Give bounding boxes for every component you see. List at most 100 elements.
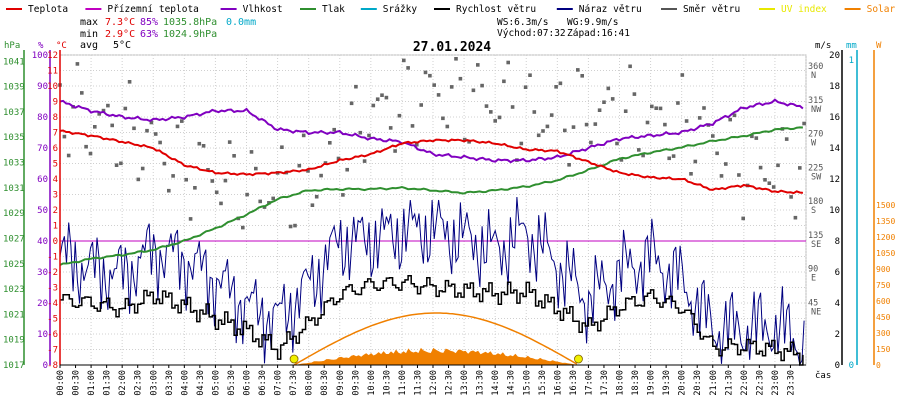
wind-direction-point [684,119,689,123]
wind-direction-point [541,129,545,133]
chart-title: 27.01.2024 [413,40,491,55]
wind-direction-point [271,196,275,201]
direction-tick-deg: 360 [808,62,823,72]
wind-direction-point [402,58,406,63]
direction-tick-dir: N [811,71,816,81]
wind-direction-point [280,145,284,149]
wind-direction-point [784,137,789,141]
wind-direction-point [506,60,510,65]
solar-tick-label: 150 [876,345,891,354]
wind-direction-point [528,73,532,77]
wind-direction-point [219,201,223,206]
direction-tick-deg: 270 [808,130,823,140]
humidity-tick-label: 90 [37,82,48,92]
temperature-tick-label: 10 [47,82,58,92]
time-tick-label: 06:30 [258,370,268,396]
precip-tick-label: 0 [849,361,854,371]
line-series [59,98,805,367]
time-tick-label: 14:00 [491,370,501,396]
time-tick-label: 17:00 [584,370,594,396]
wind-direction-point [597,108,602,112]
wind-direction-point [301,133,306,138]
wind-direction-point [371,103,376,108]
wind-direction-point [467,140,471,144]
wind-direction-point [384,95,389,100]
humidity-tick-label: 60 [37,175,48,185]
pressure-tick-label: 1031 [3,184,25,194]
time-tick-label: 05:00 [211,370,221,396]
sunset-marker [574,354,583,364]
wind-direction-point [380,93,384,97]
time-tick-label: 21:00 [709,370,719,396]
wind-speed-info: WS:6.3m/s [497,17,548,28]
wind-direction-point [754,136,759,140]
temperature-tick-label: -4 [47,299,58,309]
solar-tick-label: 600 [876,297,891,306]
wind-direction-point [767,181,772,185]
wind-direction-point [676,101,680,105]
time-tick-label: 02:30 [134,370,144,396]
wind-direction-point [388,126,393,130]
wind-direction-point [258,199,262,204]
wind-direction-point [341,193,345,197]
time-tick-label: 20:00 [678,370,688,396]
wind-direction-point [97,112,101,116]
solar-tick-label: 1350 [876,217,895,226]
wind-direction-point [702,106,706,110]
wind-tick-label: 10 [829,206,840,216]
wind-direction-point [114,163,119,167]
humidity-tick-label: 100 [32,51,48,61]
wind-tick-label: 20 [829,51,840,61]
direction-tick-dir: W [811,139,817,149]
axis-unit-hpa: hPa [4,41,20,51]
wind-direction-point [245,192,249,197]
time-tick-label: 14:30 [507,370,517,396]
temperature-tick-label: 11 [47,67,58,77]
axis-unit-time: čas [815,370,831,381]
wind-direction-point [62,134,67,139]
legend-label-uv: UV index [781,4,827,15]
direction-tick-dir: SE [811,240,821,250]
solar-tick-label: 900 [876,265,891,274]
wind-direction-point [502,79,506,84]
wind-direction-point [310,203,315,207]
time-tick-label: 01:00 [87,370,97,396]
pressure-tick-label: 1039 [3,83,25,93]
wind-direction-point [554,85,558,89]
legend-label-pressure: Tlak [322,4,345,15]
wind-tick-label: 16 [829,113,840,123]
wind-direction-point [719,174,724,178]
time-tick-label: 05:30 [227,370,237,396]
time-tick-label: 00:00 [56,370,66,396]
wind-direction-point [610,97,615,101]
wind-direction-point [545,124,550,129]
wind-direction-point [101,108,106,113]
wind-direction-point [132,126,136,131]
time-tick-label: 13:00 [460,370,470,396]
sun-arc [293,312,578,366]
temperature-tick-label: 9 [53,98,58,108]
temperature-tick-label: 4 [53,175,58,185]
direction-tick-deg: 315 [808,96,823,106]
axis-unit-ms: m/s [815,41,831,51]
wind-direction-point [328,141,332,145]
wind-direction-point [454,57,458,61]
wind-direction-point [650,104,654,109]
pressure-tick-label: 1035 [3,133,25,143]
axis-unit-w: W [876,41,882,51]
wind-direction-point [214,190,219,195]
wind-direction-point [493,119,497,123]
legend-label-precip: Srážky [383,4,418,15]
temperature-tick-label: 8 [53,113,58,123]
legend: Teplota Přízemní teplota Vlhkost Tlak Srážky… [6,4,895,15]
wind-direction-point [663,122,667,127]
temperature-tick-label: 0 [53,237,58,247]
wind-direction-point [798,166,802,170]
temperature-tick-label: 6 [53,144,58,154]
time-tick-label: 10:00 [367,370,377,396]
wind-direction-point [593,122,598,126]
wind-direction-point [106,103,110,108]
time-tick-label: 18:30 [631,370,641,396]
time-tick-label: 11:30 [413,370,423,396]
